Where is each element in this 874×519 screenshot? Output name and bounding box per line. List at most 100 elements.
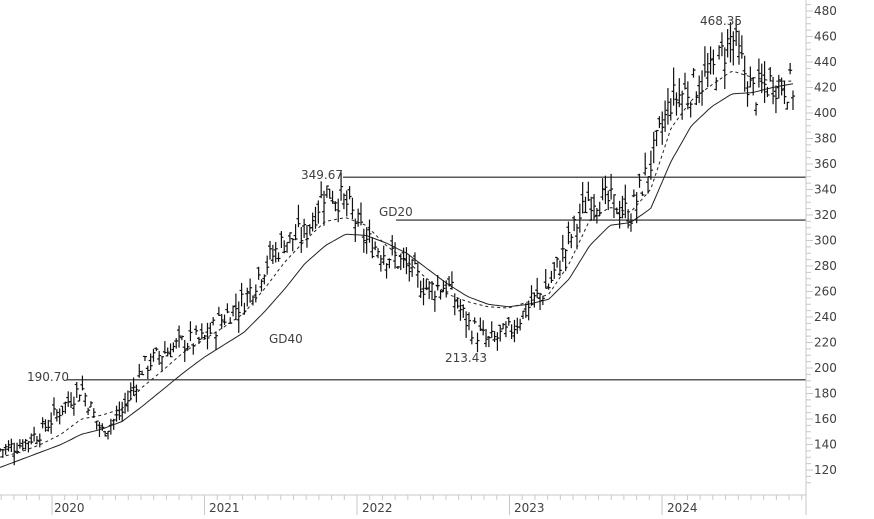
price-bar [762,61,767,104]
price-bar [728,22,733,63]
price-bar [208,322,213,335]
price-bar [216,306,221,316]
horizontal-levels [67,176,806,381]
price-bar [765,86,770,98]
price-bar [350,197,355,220]
price-bar [717,45,722,60]
price-bar [526,300,531,321]
price-bar [719,32,724,57]
price-bar [466,312,471,331]
price-bar [123,392,128,414]
price-bar [788,62,793,75]
price-bar [532,292,537,308]
price-bar [580,181,585,214]
price-bars [0,19,795,466]
price-bar [455,297,460,309]
x-tick-label: 2024 [667,501,698,515]
price-bar [412,252,417,265]
price-bar [148,353,153,371]
price-bar [74,381,79,398]
price-bar [489,321,494,338]
price-bar [15,442,20,455]
price-bar [250,295,255,306]
price-bar [731,31,736,66]
y-tick-label: 420 [814,81,837,95]
price-bar [52,397,57,416]
price-bar [134,384,139,403]
price-bar [88,401,93,408]
price-bar [754,102,759,116]
price-bar [688,101,693,118]
price-bar [265,255,270,275]
label-190-70: 190.70 [27,370,69,384]
price-bar [0,449,5,458]
price-bar [484,328,489,348]
price-bar [472,317,477,324]
price-bar [677,78,682,108]
price-bar [560,234,565,262]
price-bar [617,200,622,229]
price-bar [205,322,210,350]
price-bar [361,228,366,253]
price-bar [421,277,426,306]
price-bar [771,76,776,105]
price-bar [791,90,795,110]
price-bar [518,318,523,331]
price-bar [697,75,702,104]
price-bar [680,90,685,120]
price-bar [557,260,562,276]
price-bar [623,184,628,219]
price-bar [592,194,597,221]
price-bar [185,342,190,351]
price-bar [773,85,778,114]
price-bar [486,335,491,348]
price-bar [432,290,437,312]
price-bar [768,67,773,82]
price-bar [344,190,349,217]
price-bar [367,219,372,243]
price-bar [179,335,184,341]
price-bar [387,258,392,269]
price-bar [282,240,287,254]
x-tick-label: 2021 [209,501,240,515]
price-bar [140,370,145,376]
price-bar [353,218,358,242]
y-tick-label: 120 [814,463,837,477]
x-tick-label: 2020 [54,501,85,515]
price-bar [91,408,96,419]
price-bar [63,401,68,414]
x-tick-label: 2023 [514,501,545,515]
y-axis: 480 460 440 420 400 380 360 340 320 300 280 260 240 2… [805,0,837,515]
price-bar [245,287,250,307]
price-bar [748,66,753,88]
price-bar [626,209,631,229]
price-bar [603,175,608,205]
y-tick-label: 440 [814,55,837,69]
y-tick-label: 240 [814,310,837,324]
price-bar [279,231,284,249]
price-bar [49,412,54,434]
price-bar [37,433,42,448]
price-bar [26,441,31,453]
price-bar [538,292,543,311]
price-bar [194,325,199,335]
price-bar [651,131,656,164]
price-bar [449,271,454,290]
y-tick-label: 280 [814,259,837,273]
price-bar [106,430,111,440]
price-bar [674,92,679,116]
price-bar [219,313,224,329]
price-bar [29,433,34,445]
price-bar [410,258,415,277]
price-bar [86,407,91,415]
price-bar [563,248,568,272]
y-tick-label: 320 [814,208,837,222]
price-bar [347,186,352,200]
price-bar [523,303,528,318]
price-bar [40,417,45,429]
price-bar [552,261,557,279]
price-bar [495,332,500,351]
price-bar [202,334,207,340]
price-bar [501,322,506,330]
y-tick-label: 340 [814,183,837,197]
